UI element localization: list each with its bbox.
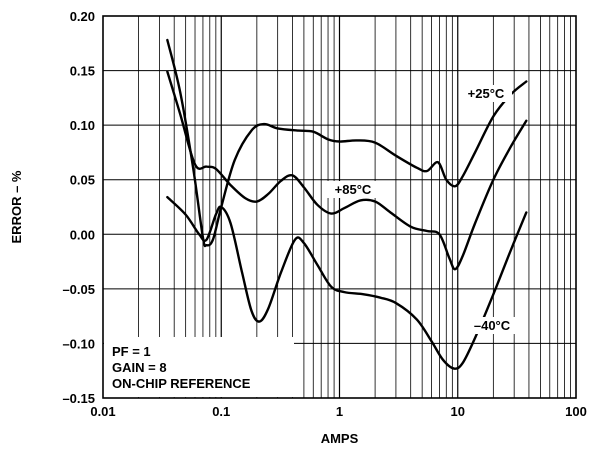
plot-frame [102,15,577,399]
series-label-background [327,181,379,198]
conditions-note-background [104,337,294,397]
series-labels: +85°C +25°C –40°C [327,85,518,334]
y-tick-label: 0.10 [70,118,95,133]
x-tick-label: 1 [336,404,343,419]
y-tick-label: –0.15 [62,391,95,406]
series-line-1 [166,38,528,248]
conditions-note-line: GAIN = 8 [112,360,167,375]
x-axis-tick-labels: 0.01 0.1 1 10 100 [90,404,587,419]
series-line-2 [166,195,528,370]
series-label-2: –40°C [474,318,511,333]
x-axis-title: AMPS [321,431,359,446]
x-tick-label: 0.1 [212,404,230,419]
y-tick-label: –0.10 [62,336,95,351]
x-tick-label: 100 [565,404,587,419]
y-axis-tick-labels: 0.20 0.15 0.10 0.05 0.00 –0.05 –0.10 –0.15 [62,9,95,406]
series-line-0 [166,70,528,271]
y-tick-label: 0.15 [70,64,95,79]
series-label-background [466,317,518,334]
y-tick-label: 0.20 [70,9,95,24]
y-tick-label: 0.00 [70,227,95,242]
y-tick-label: 0.05 [70,173,95,188]
x-tick-label: 0.01 [90,404,115,419]
series-label-1: +25°C [468,86,505,101]
y-tick-label: –0.05 [62,282,95,297]
series-label-0: +85°C [335,182,372,197]
chart-grid [103,16,576,398]
x-tick-label: 10 [451,404,465,419]
series-label-background [460,85,512,102]
chart-series-lines [166,38,528,370]
conditions-note-line: ON-CHIP REFERENCE [112,376,251,391]
conditions-note-line: PF = 1 [112,344,151,359]
y-axis-title: ERROR – % [9,170,24,243]
